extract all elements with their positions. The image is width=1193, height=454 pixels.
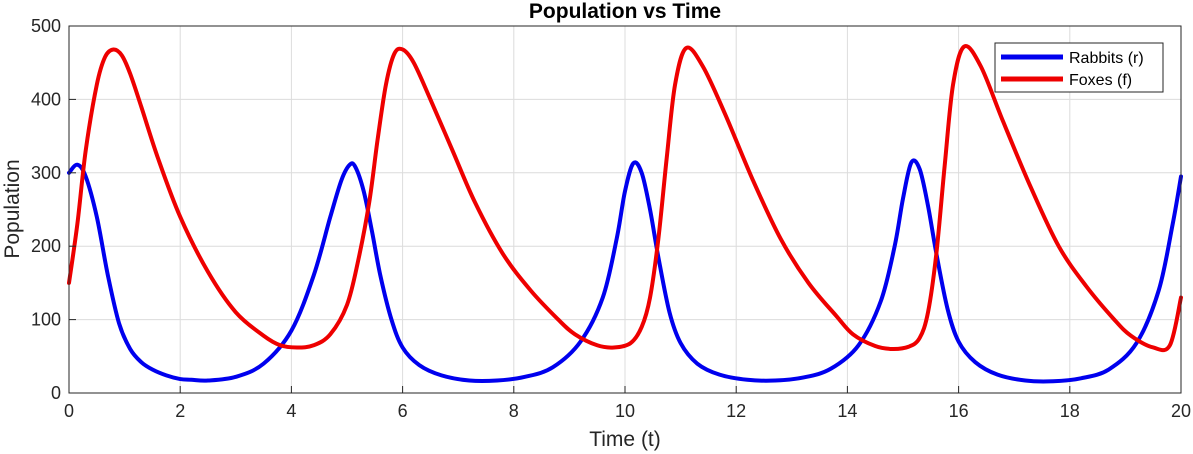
legend-label-foxes: Foxes (f): [1069, 72, 1132, 89]
series-layer: [67, 44, 1183, 384]
x-tick-label: 2: [175, 401, 185, 421]
x-tick-label: 10: [615, 401, 635, 421]
y-tick-label: 100: [31, 310, 61, 330]
x-tick-label: 20: [1171, 401, 1191, 421]
x-tick-label: 14: [837, 401, 857, 421]
x-tick-label: 6: [398, 401, 408, 421]
chart-title: Population vs Time: [529, 0, 721, 23]
y-tick-label: 0: [51, 383, 61, 403]
x-tick-label: 18: [1060, 401, 1080, 421]
series-rabbits-line: [67, 158, 1183, 384]
x-tick-label: 12: [726, 401, 746, 421]
legend[interactable]: Rabbits (r) Foxes (f): [994, 42, 1164, 93]
x-tick-label: 16: [949, 401, 969, 421]
y-tick-label: 200: [31, 236, 61, 256]
y-tick-label: 500: [31, 16, 61, 36]
x-tick-label: 8: [509, 401, 519, 421]
y-tick-label: 400: [31, 89, 61, 109]
x-axis-label: Time (t): [589, 428, 661, 451]
x-tick-label: 4: [286, 401, 296, 421]
legend-box: [994, 42, 1164, 93]
x-tick-label: 0: [64, 401, 74, 421]
y-axis-label: Population: [1, 159, 24, 258]
series-foxes-line: [67, 44, 1183, 353]
legend-label-rabbits: Rabbits (r): [1069, 50, 1144, 67]
y-tick-label: 300: [31, 163, 61, 183]
